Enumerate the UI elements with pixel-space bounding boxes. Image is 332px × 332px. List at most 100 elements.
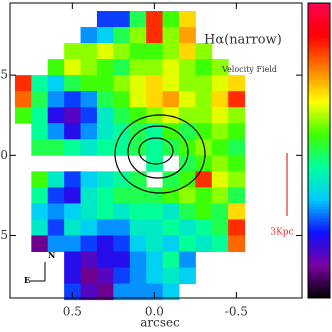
heatmap-cell: [47, 203, 65, 220]
colorbar-step: [308, 115, 330, 119]
heatmap-cell: [64, 59, 82, 76]
heatmap-cell: [195, 107, 213, 124]
heatmap-cell: [64, 171, 82, 188]
heatmap-cell: [31, 123, 49, 140]
heatmap-cell: [146, 139, 164, 156]
contours: [114, 114, 206, 194]
heatmap-cell: [96, 187, 114, 204]
heatmap-cell: [96, 171, 114, 188]
heatmap-cell: [64, 283, 82, 301]
heatmap-cell: [64, 219, 82, 236]
heatmap: [14, 11, 246, 301]
heatmap-cell: [178, 27, 196, 44]
heatmap-cell: [96, 59, 114, 76]
heatmap-cell: [96, 11, 114, 28]
colorbar-step: [308, 165, 330, 169]
heatmap-cell: [129, 235, 147, 253]
heatmap-cell: [162, 283, 180, 301]
colorbar-step: [308, 88, 330, 92]
heatmap-cell: [211, 139, 229, 156]
heatmap-cell: [146, 251, 164, 269]
heatmap-cell: [80, 267, 98, 285]
heatmap-cell: [96, 251, 114, 269]
colorbar-step: [308, 180, 330, 184]
heatmap-cell: [96, 139, 114, 156]
heatmap-cell: [162, 11, 180, 28]
colorbar-step: [308, 168, 330, 172]
east-label: E: [24, 275, 30, 285]
colorbar-step: [308, 14, 330, 19]
colorbar-step: [308, 121, 330, 125]
heatmap-cell: [129, 91, 147, 108]
colorbar-step: [308, 126, 330, 131]
heatmap-cell: [129, 251, 147, 269]
colorbar-step: [308, 191, 330, 196]
heatmap-cell: [228, 107, 246, 124]
colorbar-step: [308, 123, 330, 128]
colorbar-step: [308, 265, 330, 269]
heatmap-cell: [146, 43, 164, 60]
colorbar-step: [308, 103, 330, 107]
scale-label: 3Kpc: [270, 228, 293, 238]
heatmap-cell: [80, 171, 98, 188]
heatmap-cell: [113, 235, 131, 253]
colorbar-step: [308, 97, 330, 101]
colorbar-step: [308, 236, 330, 240]
heatmap-cell: [14, 107, 32, 124]
colorbar-step: [308, 247, 330, 252]
colorbar-step: [308, 209, 330, 213]
heatmap-cell: [178, 91, 196, 108]
heatmap-cell: [129, 43, 147, 60]
heatmap-cell: [146, 27, 164, 44]
heatmap-cell: [64, 91, 82, 108]
heatmap-cell: [47, 75, 65, 92]
heatmap-cell: [31, 235, 49, 253]
colorbar-step: [308, 100, 330, 104]
colorbar-step: [308, 206, 330, 210]
colorbar-step: [308, 221, 330, 225]
heatmap-cell: [129, 75, 147, 92]
heatmap-cell: [47, 91, 65, 108]
colorbar-step: [308, 59, 330, 63]
heatmap-cell: [162, 75, 180, 92]
heatmap-cell: [80, 203, 98, 220]
colorbar-step: [308, 44, 330, 48]
colorbar-step: [308, 194, 330, 199]
heatmap-cell: [14, 91, 32, 108]
y-tick-label: .5: [0, 228, 8, 242]
colorbar-step: [308, 94, 330, 98]
heatmap-cell: [228, 91, 246, 108]
heatmap-cell: [47, 187, 65, 204]
colorbar-step: [308, 203, 330, 207]
colorbar-step: [308, 26, 330, 30]
heatmap-cell: [146, 219, 164, 236]
heatmap-cell: [211, 235, 229, 253]
colorbar-step: [308, 144, 330, 148]
heatmap-cell: [80, 283, 98, 301]
heatmap-cell: [80, 91, 98, 108]
heatmap-cell: [96, 235, 114, 253]
heatmap-cell: [178, 187, 196, 204]
heatmap-cell: [96, 267, 114, 285]
colorbar-step: [308, 50, 330, 54]
colorbar-step: [308, 153, 330, 157]
colorbar-step: [308, 47, 330, 51]
heatmap-cell: [146, 235, 164, 253]
colorbar: [308, 3, 330, 299]
heatmap-cell: [162, 235, 180, 253]
colorbar-step: [308, 11, 330, 16]
heatmap-cell: [129, 187, 147, 204]
heatmap-cell: [162, 171, 180, 188]
heatmap-cell: [113, 107, 131, 124]
colorbar-frame: [307, 2, 331, 299]
colorbar-step: [308, 53, 330, 57]
heatmap-cell: [195, 139, 213, 156]
heatmap-cell: [228, 139, 246, 156]
heatmap-cell: [178, 107, 196, 124]
heatmap-cell: [228, 171, 246, 188]
heatmap-cell: [129, 219, 147, 236]
colorbar-step: [308, 230, 330, 234]
heatmap-cell: [211, 171, 229, 188]
colorbar-step: [308, 132, 330, 137]
